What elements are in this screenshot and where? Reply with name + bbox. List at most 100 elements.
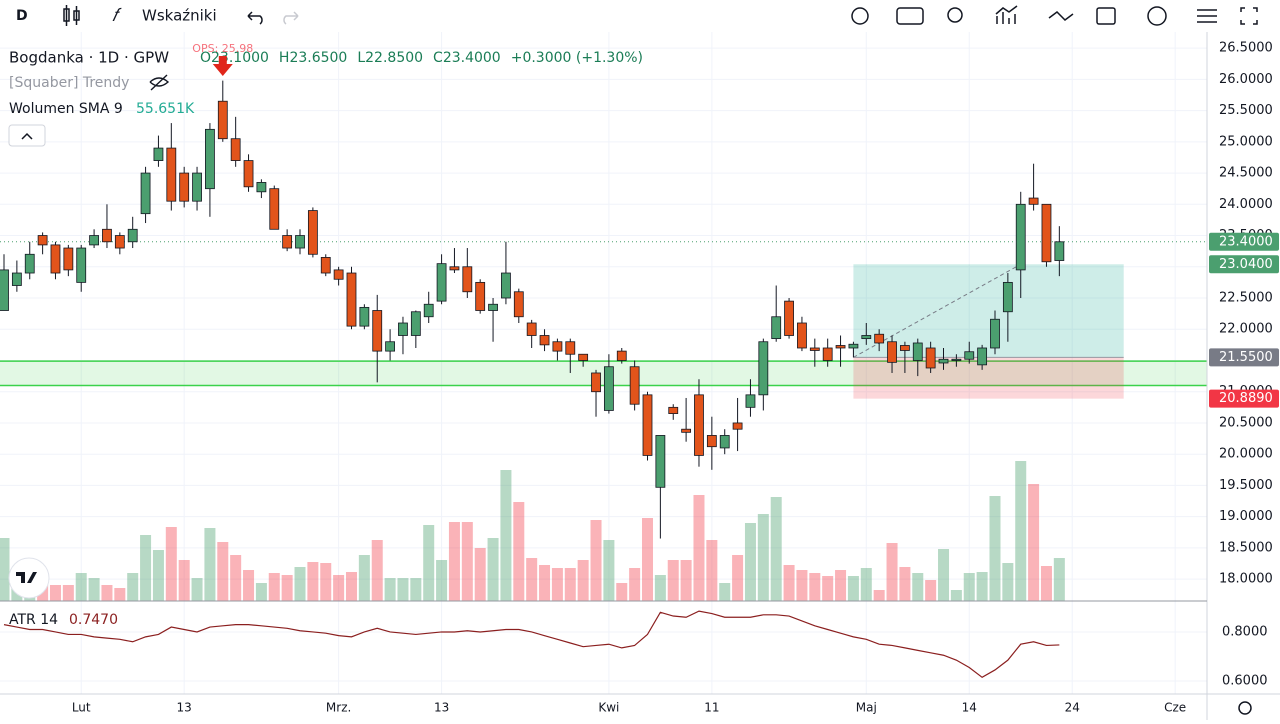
volume-bar [307, 562, 319, 601]
candle-body [951, 358, 962, 361]
chart-type-button[interactable] [63, 5, 80, 26]
volume-bar [577, 560, 589, 601]
redo-button[interactable] [283, 11, 299, 25]
candle-body [642, 394, 653, 456]
x-tick-label: Cze [1164, 701, 1186, 715]
candle-body [127, 228, 138, 243]
candle-body [694, 394, 704, 456]
volume-bar [950, 590, 962, 601]
alerts-line-button[interactable] [1048, 11, 1074, 21]
volume-bar [809, 573, 821, 601]
candle-body [282, 235, 293, 249]
candle-body [578, 353, 589, 361]
y-tick-label: 19.5000 [1219, 478, 1273, 493]
candle-body [848, 343, 859, 349]
volume-bar [448, 522, 460, 601]
volume-bar [474, 548, 486, 601]
candle-body [50, 244, 61, 274]
volume-bar [230, 555, 242, 601]
collapse-button[interactable] [8, 124, 46, 147]
volume-bar [539, 565, 551, 601]
x-tick-label: 14 [962, 701, 977, 715]
interval-button[interactable]: D [16, 8, 28, 24]
volume-bar [744, 523, 756, 601]
volume-bar [487, 538, 499, 601]
candle-body [0, 269, 9, 311]
candle-body [230, 138, 241, 161]
volume-bar [114, 588, 126, 601]
volume-bar [152, 550, 164, 601]
atr-tick-label: 0.6000 [1222, 673, 1268, 688]
y-tick-label: 22.0000 [1219, 322, 1273, 337]
candle-body [37, 235, 48, 246]
y-tick-label: 20.0000 [1219, 447, 1273, 462]
axis-settings[interactable] [1238, 701, 1252, 715]
volume-bar [243, 570, 255, 601]
alert-button[interactable] [1147, 6, 1167, 26]
symbol-title: Bogdanka · 1D · GPW [9, 49, 169, 67]
plot [0, 80, 1065, 679]
candle-body [874, 333, 885, 344]
ohlc-value: L22.8500 [357, 50, 423, 66]
undo-button[interactable] [247, 11, 263, 25]
indicators-button[interactable]: Wskaźniki [142, 7, 217, 25]
candle-body [539, 335, 550, 346]
layout-button[interactable] [1197, 9, 1217, 23]
candle-body [114, 235, 125, 249]
candle-body [243, 160, 254, 188]
candle-body [977, 347, 988, 366]
volume-bar [1002, 563, 1014, 601]
candle-body [179, 172, 190, 202]
snapshot-button[interactable] [896, 7, 924, 25]
atr-tick-label: 0.8000 [1222, 624, 1268, 639]
x-tick-label: Mrz. [326, 701, 351, 715]
volume-bar [616, 583, 628, 601]
volume-bar [770, 497, 782, 601]
annotation-arrow [212, 56, 233, 76]
candle-body [964, 351, 975, 360]
x-tick-label: Kwi [598, 701, 619, 715]
visibility-icon[interactable] [149, 74, 170, 91]
candle-body [706, 435, 717, 448]
volume-bar [989, 496, 1001, 601]
candle-body [488, 303, 498, 311]
settings-button[interactable] [851, 7, 869, 25]
candle-body [295, 235, 305, 249]
last-price-tag-text: 23.4000 [1219, 234, 1273, 249]
x-tick-label: Lut [72, 701, 91, 715]
volume-bar [140, 535, 152, 601]
y-tick-label: 19.0000 [1219, 509, 1273, 524]
candle-body [835, 345, 846, 349]
volume-bar [783, 565, 795, 601]
compare-button[interactable] [995, 5, 1018, 24]
volume-bar [88, 578, 100, 601]
volume-bar [513, 502, 525, 601]
candle-body [501, 272, 511, 299]
candle-body [732, 422, 743, 430]
candle-body [668, 406, 679, 414]
volume-bar [461, 522, 473, 601]
volume-bar [693, 495, 705, 601]
search-button[interactable] [947, 7, 963, 23]
candle-body [333, 269, 344, 280]
volume-bar [320, 563, 332, 601]
volume-bar [590, 520, 602, 601]
toolbar [0, 0, 1280, 32]
volume-bar [629, 568, 641, 601]
candle-body [526, 322, 537, 336]
candle-body [89, 235, 99, 246]
volume-bar [835, 570, 847, 601]
logo[interactable] [8, 557, 50, 599]
candle-body [346, 272, 357, 327]
candle-body [423, 303, 434, 318]
candle-body [784, 300, 794, 336]
y-tick-label: 22.5000 [1219, 291, 1273, 306]
candle-body [269, 188, 280, 230]
volume-bar [938, 549, 950, 601]
fullscreen-button[interactable] [1240, 7, 1258, 25]
y-tick-label: 26.5000 [1219, 41, 1273, 56]
save-button[interactable] [1096, 7, 1116, 25]
ohlc-value: H23.6500 [279, 50, 347, 66]
fx-icon[interactable]: 𝑓 [112, 5, 122, 26]
price-tag [1209, 389, 1279, 408]
